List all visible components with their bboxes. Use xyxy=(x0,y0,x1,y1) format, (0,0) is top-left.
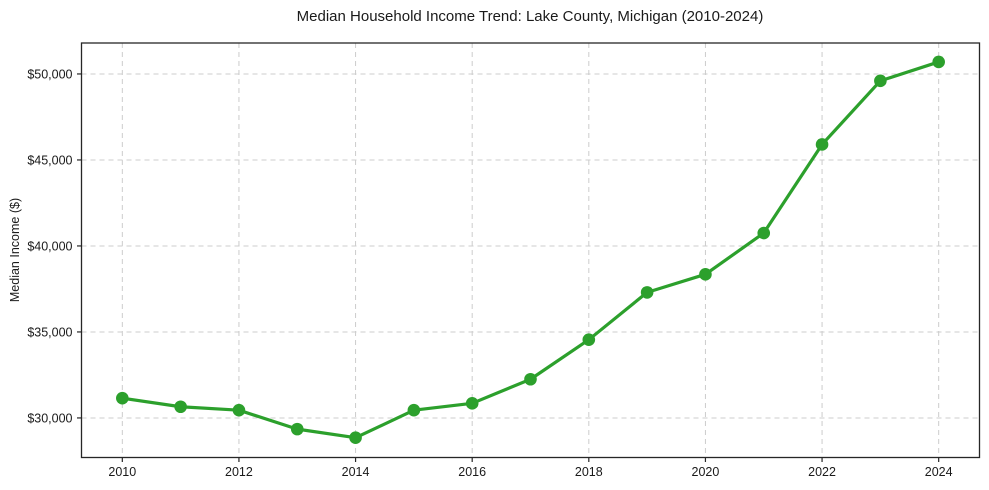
y-tick-label: $45,000 xyxy=(27,153,72,167)
chart-title: Median Household Income Trend: Lake Coun… xyxy=(296,8,764,25)
data-point-2020 xyxy=(699,268,712,281)
data-point-2011 xyxy=(174,400,187,414)
x-tick-label: 2012 xyxy=(225,465,253,479)
data-point-2013 xyxy=(290,422,304,436)
y-tick-label: $40,000 xyxy=(27,239,72,253)
data-point-2017 xyxy=(524,372,537,386)
x-tick-label: 2018 xyxy=(575,465,603,479)
x-tick-label: 2020 xyxy=(692,465,720,479)
data-point-2010 xyxy=(116,391,129,405)
data-point-2016 xyxy=(465,397,479,410)
data-point-2015 xyxy=(407,403,421,417)
x-tick-label: 2014 xyxy=(342,465,370,479)
x-tick-label: 2022 xyxy=(808,465,836,479)
data-point-2012 xyxy=(232,403,246,417)
y-tick-label: $50,000 xyxy=(27,67,72,81)
data-point-2014 xyxy=(349,431,362,445)
y-tick-label: $35,000 xyxy=(27,325,72,339)
x-tick-label: 2010 xyxy=(108,465,136,479)
y-axis-label: Median Income ($) xyxy=(8,197,22,303)
data-point-2022 xyxy=(815,138,829,151)
data-point-2018 xyxy=(582,333,596,346)
data-point-2024 xyxy=(932,55,945,69)
data-point-2019 xyxy=(640,286,654,299)
plot-border xyxy=(80,42,981,459)
data-point-2021 xyxy=(757,226,771,240)
y-tick-label: $30,000 xyxy=(27,411,72,425)
x-tick-label: 2024 xyxy=(925,465,953,479)
x-tick-label: 2016 xyxy=(458,465,486,479)
data-point-2023 xyxy=(874,74,887,88)
